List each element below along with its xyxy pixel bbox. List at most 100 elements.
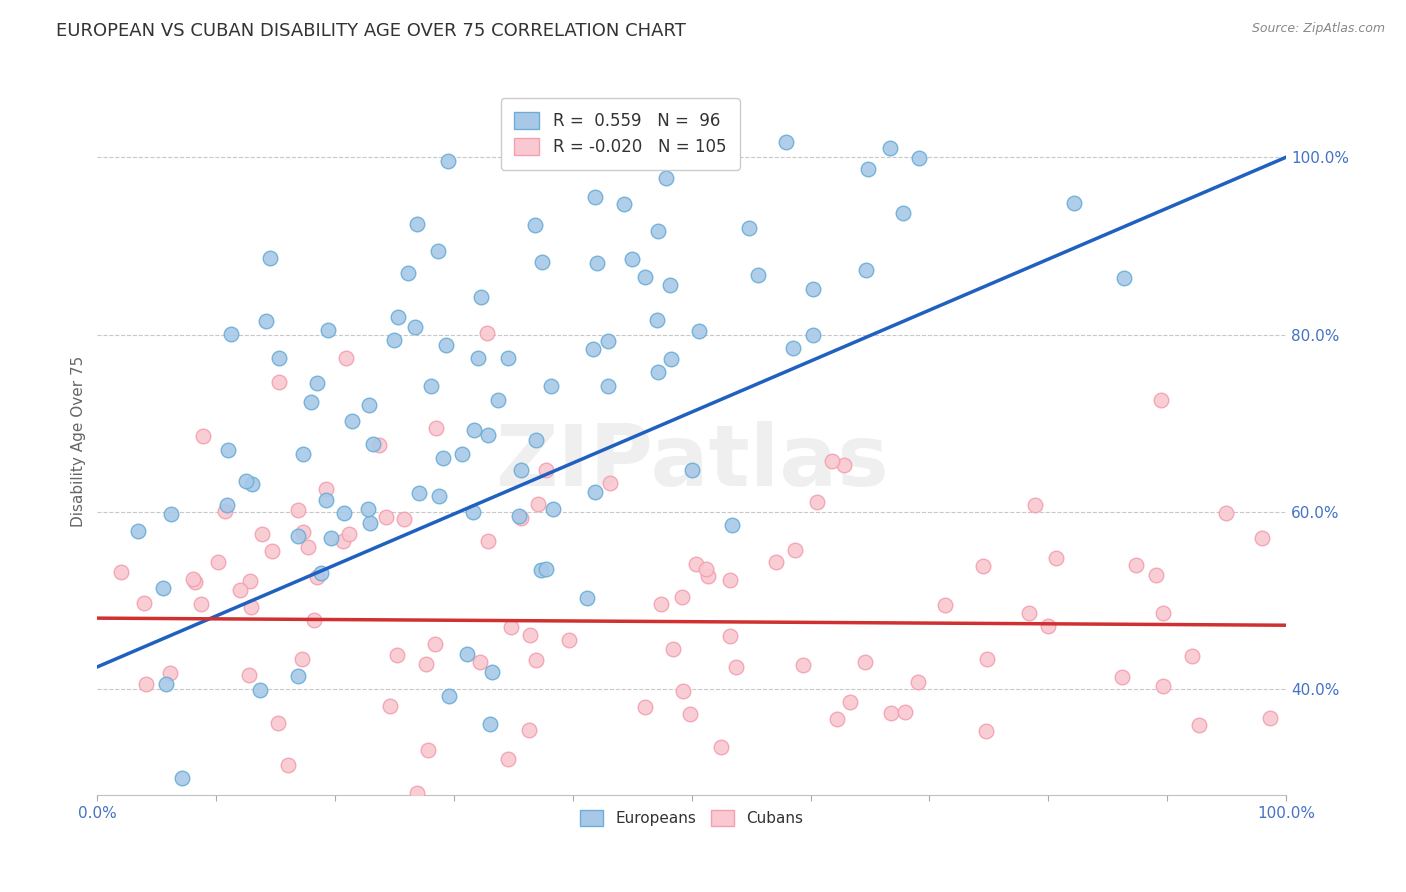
Point bbox=[481, 665, 503, 680]
Point bbox=[655, 170, 678, 185]
Point bbox=[908, 151, 931, 165]
Point bbox=[239, 599, 262, 614]
Point bbox=[695, 562, 717, 576]
Point bbox=[191, 429, 214, 443]
Point bbox=[110, 565, 132, 579]
Point bbox=[415, 657, 437, 672]
Point bbox=[974, 723, 997, 738]
Point bbox=[1188, 718, 1211, 732]
Point bbox=[127, 524, 149, 538]
Point bbox=[152, 581, 174, 595]
Point bbox=[855, 263, 877, 277]
Point bbox=[404, 319, 426, 334]
Point bbox=[477, 428, 499, 442]
Point bbox=[792, 657, 814, 672]
Point bbox=[659, 351, 682, 366]
Point bbox=[217, 443, 239, 458]
Point bbox=[219, 326, 242, 341]
Point bbox=[176, 805, 198, 820]
Point bbox=[461, 505, 484, 519]
Point bbox=[647, 365, 669, 379]
Point bbox=[467, 351, 489, 365]
Point bbox=[907, 674, 929, 689]
Point bbox=[418, 743, 440, 757]
Point bbox=[543, 502, 565, 516]
Point bbox=[135, 677, 157, 691]
Point bbox=[1018, 606, 1040, 620]
Point bbox=[235, 474, 257, 488]
Point bbox=[583, 190, 606, 204]
Point bbox=[332, 534, 354, 549]
Point bbox=[1024, 498, 1046, 512]
Point bbox=[456, 648, 478, 662]
Point bbox=[517, 723, 540, 738]
Point bbox=[371, 826, 394, 840]
Point bbox=[583, 485, 606, 500]
Point bbox=[879, 141, 901, 155]
Point bbox=[848, 805, 870, 819]
Point bbox=[299, 395, 322, 409]
Point bbox=[582, 342, 605, 356]
Point bbox=[406, 217, 429, 231]
Point bbox=[586, 255, 609, 269]
Point bbox=[387, 310, 409, 325]
Point bbox=[509, 510, 531, 524]
Point bbox=[359, 516, 381, 530]
Point bbox=[839, 695, 862, 709]
Point bbox=[718, 629, 741, 643]
Point bbox=[672, 683, 695, 698]
Point bbox=[159, 665, 181, 680]
Point bbox=[387, 648, 409, 662]
Point bbox=[267, 716, 290, 731]
Point bbox=[621, 252, 644, 267]
Point bbox=[238, 668, 260, 682]
Point bbox=[1063, 195, 1085, 210]
Point bbox=[720, 518, 742, 533]
Point bbox=[526, 497, 548, 511]
Point bbox=[724, 660, 747, 674]
Point bbox=[335, 351, 357, 365]
Point bbox=[634, 700, 657, 714]
Point bbox=[1045, 551, 1067, 566]
Point bbox=[1251, 532, 1274, 546]
Point bbox=[333, 506, 356, 520]
Point bbox=[634, 270, 657, 285]
Point bbox=[1181, 648, 1204, 663]
Point bbox=[631, 807, 654, 822]
Point bbox=[315, 482, 337, 496]
Point bbox=[269, 351, 291, 366]
Point bbox=[394, 512, 416, 526]
Point bbox=[1215, 506, 1237, 520]
Point bbox=[782, 341, 804, 355]
Point bbox=[256, 314, 278, 328]
Point bbox=[437, 689, 460, 703]
Point bbox=[688, 324, 710, 338]
Point bbox=[893, 705, 915, 719]
Point bbox=[292, 524, 315, 539]
Point bbox=[671, 590, 693, 604]
Point bbox=[427, 490, 450, 504]
Point bbox=[479, 717, 502, 731]
Point bbox=[129, 836, 152, 850]
Point bbox=[710, 739, 733, 754]
Point bbox=[297, 541, 319, 555]
Text: EUROPEAN VS CUBAN DISABILITY AGE OVER 75 CORRELATION CHART: EUROPEAN VS CUBAN DISABILITY AGE OVER 75… bbox=[56, 22, 686, 40]
Point bbox=[658, 277, 681, 292]
Point bbox=[534, 562, 557, 576]
Point bbox=[238, 574, 260, 588]
Point bbox=[384, 333, 406, 347]
Point bbox=[1125, 558, 1147, 572]
Point bbox=[357, 502, 380, 516]
Point bbox=[496, 752, 519, 766]
Point bbox=[524, 434, 547, 448]
Point bbox=[252, 527, 274, 541]
Point bbox=[576, 591, 599, 605]
Point bbox=[765, 556, 787, 570]
Point bbox=[160, 507, 183, 521]
Point bbox=[451, 446, 474, 460]
Point bbox=[880, 706, 903, 721]
Point bbox=[340, 414, 363, 428]
Point bbox=[636, 852, 658, 866]
Point bbox=[801, 282, 824, 296]
Point bbox=[1111, 670, 1133, 684]
